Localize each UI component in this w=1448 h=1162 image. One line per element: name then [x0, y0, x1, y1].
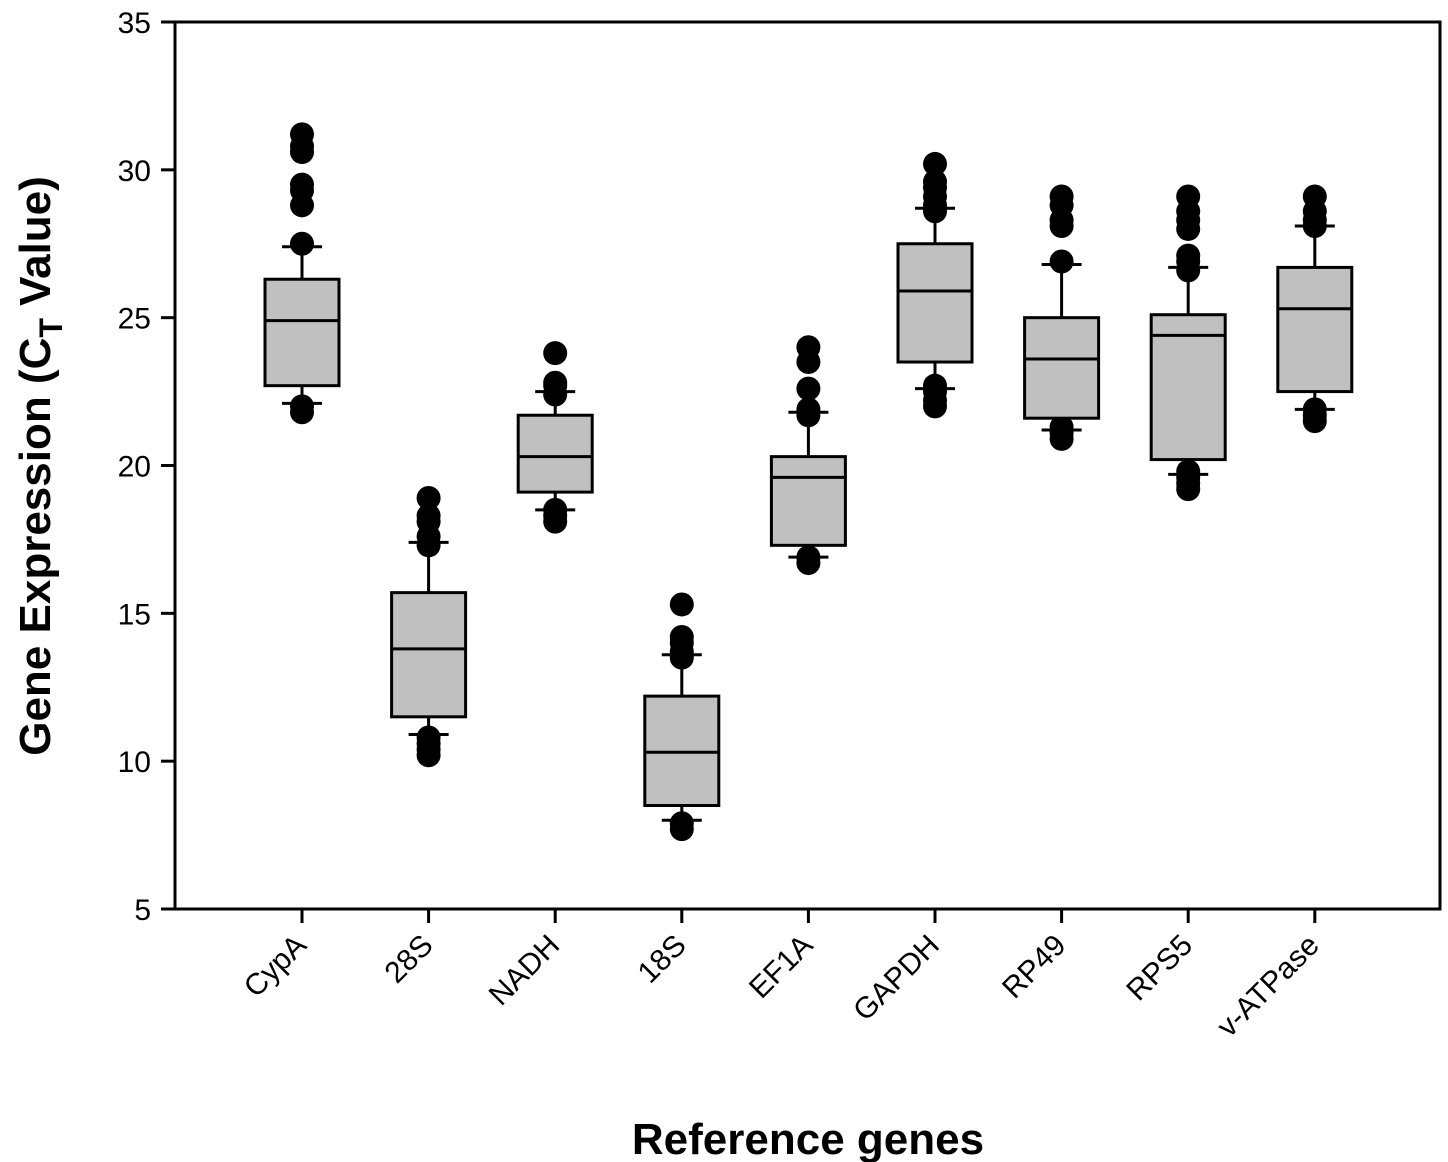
y-tick-label: 15: [118, 598, 151, 631]
y-axis: 5 10 15 20 25 30 35: [118, 7, 175, 927]
box-EF1A: [769, 335, 847, 576]
outlier-point: [669, 811, 694, 836]
x-tick-label: RP49: [996, 929, 1072, 1005]
y-axis-title-main: Gene Expression (C: [11, 338, 60, 756]
box-18S: [643, 592, 721, 842]
x-tick-label: GAPDH: [847, 929, 946, 1028]
iqr-box: [1276, 265, 1354, 394]
box-GAPDH: [896, 151, 974, 419]
y-axis-title-subscript: T: [33, 318, 69, 338]
iqr-box: [516, 413, 594, 494]
x-tick-label: 18S: [632, 929, 693, 990]
outlier-point: [543, 341, 568, 366]
x-tick-label: NADH: [483, 929, 566, 1012]
outlier-point: [796, 397, 821, 422]
iqr-box: [769, 455, 847, 547]
y-tick-label: 35: [118, 7, 151, 40]
box-CypA: [263, 122, 341, 425]
box-NADH: [516, 341, 594, 534]
outlier-point: [416, 503, 441, 528]
box-series: [263, 122, 1354, 842]
iqr-box: [1023, 316, 1101, 420]
iqr-box: [896, 242, 974, 364]
y-tick-label: 20: [118, 451, 151, 484]
outlier-point: [416, 486, 441, 511]
outlier-point: [669, 624, 694, 649]
box-28S: [390, 486, 468, 768]
outlier-point: [290, 122, 314, 147]
y-tick-label: 30: [118, 155, 151, 188]
outlier-point: [1049, 184, 1074, 209]
y-tick-label: 25: [118, 303, 151, 336]
outlier-point: [543, 370, 568, 395]
iqr-box: [263, 277, 341, 388]
x-tick-label: 28S: [378, 929, 439, 990]
x-axis: CypA 28S NADH 18S EF1A GAPDH RP49 RPS5 v-ATPase: [238, 909, 1326, 1044]
iqr-box: [390, 591, 468, 719]
x-axis-title: Reference genes: [632, 1115, 984, 1162]
outlier-point: [1176, 459, 1201, 484]
box-v-ATPase: [1276, 184, 1354, 434]
outlier-point: [1049, 249, 1074, 274]
x-tick-label: RPS5: [1120, 929, 1199, 1008]
outlier-point: [1176, 184, 1201, 209]
x-tick-label: EF1A: [743, 929, 819, 1005]
box-RP49: [1023, 184, 1101, 451]
outlier-point: [669, 592, 694, 617]
y-tick-label: 10: [118, 746, 151, 779]
box-RPS5: [1149, 184, 1227, 502]
iqr-box: [1149, 313, 1227, 462]
x-tick-label: CypA: [238, 929, 313, 1004]
outlier-point: [290, 172, 314, 197]
y-tick-label: 5: [134, 894, 151, 927]
outlier-point: [290, 394, 314, 419]
outlier-point: [923, 151, 947, 176]
outlier-point: [923, 169, 947, 194]
outlier-point: [416, 725, 441, 750]
x-tick-label: v-ATPase: [1211, 929, 1326, 1044]
y-axis-title: Gene Expression (CT Value): [11, 176, 69, 756]
outlier-point: [796, 376, 821, 401]
outlier-point: [796, 335, 821, 360]
y-axis-title-end: Value): [11, 176, 60, 318]
outlier-point: [1049, 415, 1074, 440]
outlier-point: [923, 373, 947, 398]
outlier-point: [290, 231, 314, 256]
outlier-point: [1302, 184, 1327, 209]
outlier-point: [1176, 243, 1201, 268]
